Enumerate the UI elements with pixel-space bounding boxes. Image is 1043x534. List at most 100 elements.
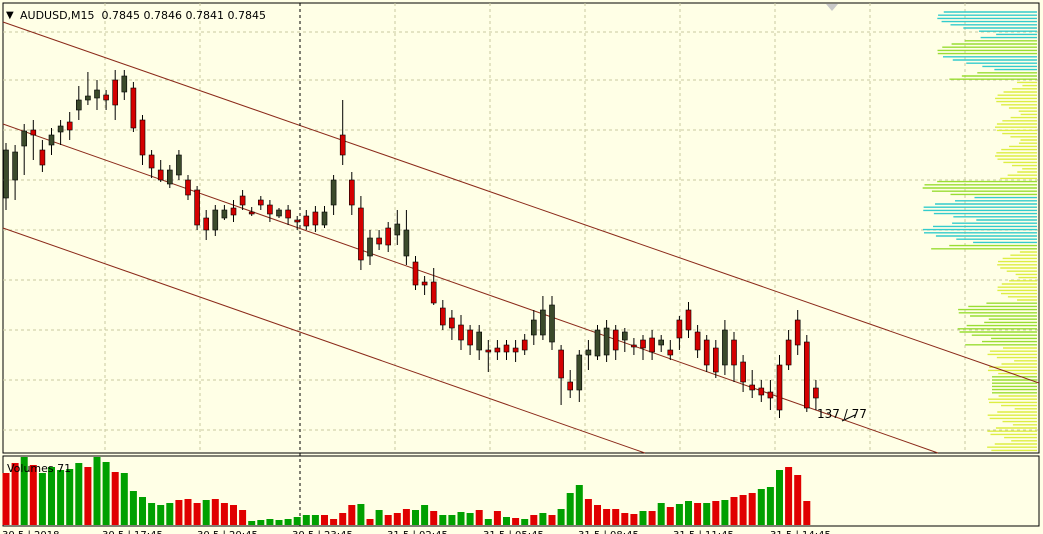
candle bbox=[658, 335, 665, 352]
candle-body bbox=[476, 331, 483, 351]
candle bbox=[112, 70, 118, 120]
volume-bar bbox=[157, 505, 165, 525]
chart-menu-arrow-icon[interactable]: ▼ bbox=[6, 10, 14, 21]
candlesticks[interactable] bbox=[3, 70, 819, 418]
candle bbox=[521, 334, 528, 355]
time-axis-label: 31.5.|.02:45 bbox=[387, 530, 448, 534]
volume-bar bbox=[712, 501, 720, 525]
candle-body bbox=[549, 304, 555, 343]
volume-bar bbox=[129, 491, 137, 525]
volume-bar bbox=[448, 515, 456, 525]
candle-body bbox=[139, 119, 146, 156]
candle bbox=[485, 340, 492, 372]
candle-body bbox=[367, 237, 373, 257]
candle bbox=[30, 120, 37, 160]
candle bbox=[694, 325, 701, 358]
candle bbox=[285, 205, 291, 225]
candle-body bbox=[603, 327, 610, 356]
time-axis-label: 31.5.|.14:45 bbox=[770, 530, 831, 534]
candle-body bbox=[385, 227, 392, 246]
candle bbox=[267, 200, 273, 222]
candle-body bbox=[685, 309, 692, 331]
volume-bar bbox=[475, 510, 483, 525]
candle bbox=[776, 355, 783, 418]
candle bbox=[239, 190, 246, 210]
candle bbox=[176, 150, 182, 180]
volume-bar bbox=[657, 503, 665, 525]
candle bbox=[230, 200, 237, 222]
candle-body bbox=[512, 347, 519, 353]
volume-bar bbox=[184, 499, 192, 525]
channel-lower-line[interactable] bbox=[2, 227, 646, 454]
volume-bars bbox=[2, 457, 811, 525]
volume-bar bbox=[648, 511, 656, 525]
candle-body bbox=[239, 195, 246, 206]
candle-body bbox=[57, 125, 64, 133]
time-axis-label: 31.5.|.11:45 bbox=[673, 530, 734, 534]
candle bbox=[139, 115, 146, 165]
candle bbox=[276, 208, 282, 218]
candle bbox=[667, 340, 674, 360]
chart-shift-marker-icon[interactable] bbox=[826, 4, 838, 11]
time-axis: 30.5.|.2018 30.5.|.17:45 30.5.|.20:45 30.5.… bbox=[2, 530, 831, 534]
volume-bar bbox=[357, 504, 365, 525]
volume-bar bbox=[84, 467, 92, 525]
volume-bar bbox=[257, 520, 265, 525]
volume-bar bbox=[57, 470, 65, 525]
volume-bar bbox=[748, 493, 756, 525]
volume-bar bbox=[603, 509, 611, 525]
candle bbox=[649, 330, 655, 360]
candle bbox=[503, 340, 510, 360]
candle bbox=[421, 276, 428, 295]
candle bbox=[685, 302, 692, 338]
candle bbox=[312, 206, 319, 232]
channel-upper-line[interactable] bbox=[2, 21, 1040, 384]
volume-bar bbox=[539, 513, 547, 525]
candle-body bbox=[621, 331, 628, 341]
candle-body bbox=[712, 347, 719, 373]
candle-body bbox=[257, 199, 264, 206]
candle-body bbox=[667, 349, 674, 356]
volume-bar bbox=[612, 509, 620, 525]
candle-body bbox=[339, 134, 346, 156]
candle-body bbox=[585, 349, 592, 356]
volume-bar bbox=[594, 505, 601, 525]
volume-bar bbox=[512, 518, 520, 525]
candle bbox=[130, 82, 137, 132]
candle-body bbox=[567, 381, 574, 391]
candle-body bbox=[813, 387, 819, 399]
candle-body bbox=[294, 219, 301, 223]
candle-body bbox=[21, 130, 28, 147]
candle-body bbox=[312, 211, 319, 226]
candle bbox=[76, 86, 82, 120]
candle-body bbox=[85, 95, 91, 101]
candle-body bbox=[248, 211, 255, 215]
candle bbox=[66, 112, 73, 140]
volume-bar bbox=[412, 510, 419, 525]
candle-body bbox=[66, 121, 73, 131]
candle bbox=[358, 196, 364, 270]
price-pane[interactable] bbox=[2, 2, 1040, 454]
volume-bar bbox=[703, 503, 711, 525]
candle bbox=[585, 340, 592, 370]
candle-body bbox=[358, 207, 364, 261]
candle bbox=[48, 128, 55, 155]
candle-body bbox=[676, 319, 683, 339]
candle bbox=[703, 335, 710, 372]
time-axis-label: 30.5.|.23:45 bbox=[292, 530, 353, 534]
volume-bar bbox=[466, 513, 474, 525]
candle-body bbox=[776, 364, 783, 411]
candle bbox=[512, 340, 519, 362]
volume-bar bbox=[694, 503, 702, 525]
candle bbox=[603, 320, 610, 362]
candle-body bbox=[794, 319, 801, 346]
candle bbox=[330, 175, 337, 215]
candle bbox=[612, 325, 619, 360]
candle bbox=[749, 370, 756, 398]
candle-body bbox=[112, 79, 118, 106]
volume-bar bbox=[484, 519, 492, 525]
candle-body bbox=[230, 207, 237, 216]
candle-body bbox=[203, 217, 209, 231]
candle-body bbox=[194, 189, 200, 226]
